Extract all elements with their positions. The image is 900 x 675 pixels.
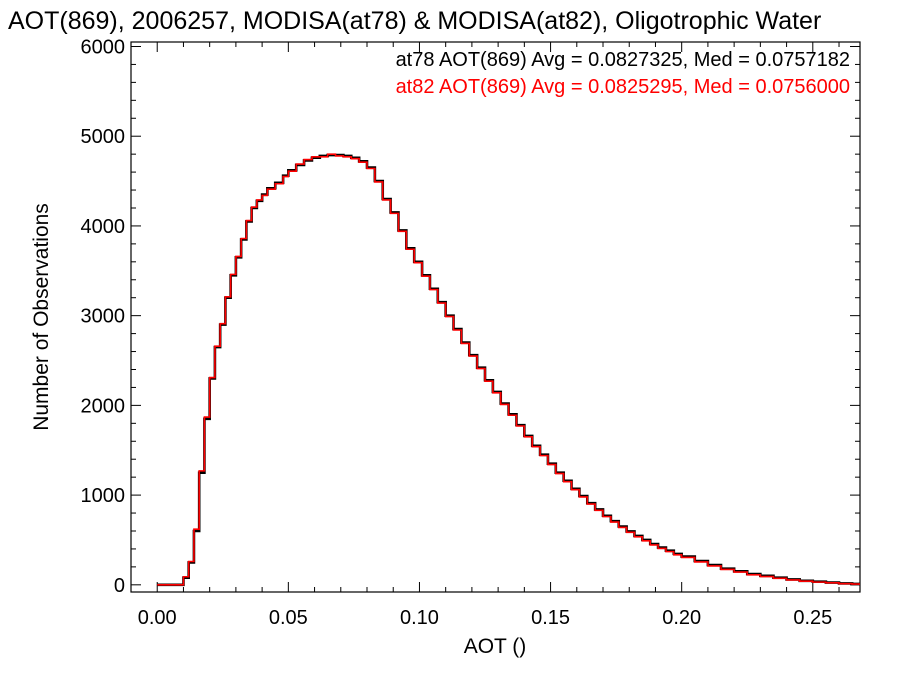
x-tick-label: 0.20	[662, 607, 701, 629]
y-tick-label: 5000	[81, 126, 126, 148]
y-tick-label: 4000	[81, 216, 126, 238]
y-tick-label: 1000	[81, 485, 126, 507]
y-tick-label: 3000	[81, 306, 126, 328]
y-tick-label: 2000	[81, 395, 126, 417]
series-line-at78	[157, 153, 860, 587]
x-tick-label: 0.15	[531, 607, 570, 629]
x-axis-label: AOT ()	[464, 635, 527, 658]
axis-ticks: 0.00 0.05 0.10 0.15 0.20 0.25 0 1000 2000 3000 400…	[81, 36, 860, 629]
x-tick-label: 0.10	[400, 607, 439, 629]
series-line-at82	[157, 153, 860, 586]
legend-entry-at82: at82 AOT(869) Avg = 0.0825295, Med = 0.0…	[396, 76, 850, 98]
y-tick-label: 6000	[81, 36, 126, 58]
chart-title: AOT(869), 2006257, MODISA(at78) & MODISA…	[8, 7, 821, 35]
x-tick-label: 0.05	[269, 607, 308, 629]
x-tick-label: 0.25	[793, 607, 832, 629]
x-tick-label: 0.00	[138, 607, 177, 629]
legend-entry-at78: at78 AOT(869) Avg = 0.0827325, Med = 0.0…	[396, 49, 850, 71]
plot-frame	[130, 41, 861, 593]
series-layer	[157, 153, 860, 587]
y-tick-label: 0	[114, 575, 125, 597]
y-axis-label: Number of Observations	[30, 203, 53, 431]
